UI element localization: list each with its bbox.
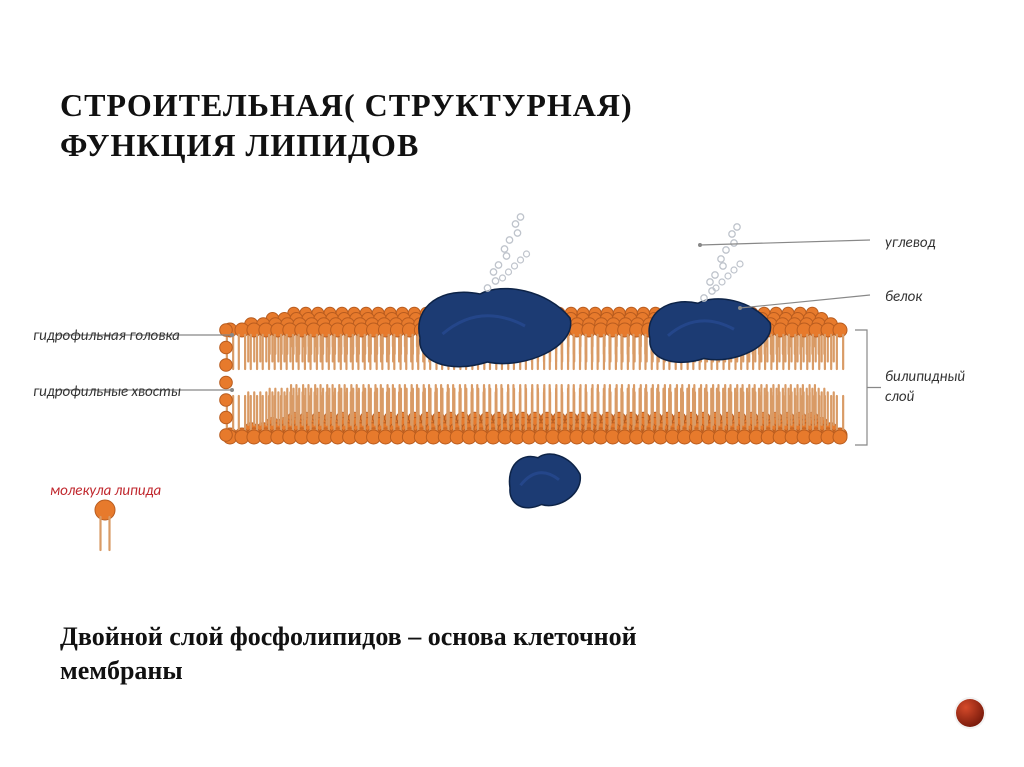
title-line-1: СТРОИТЕЛЬНАЯ( СТРУКТУРНАЯ) — [60, 87, 633, 123]
label-bilipid-2: слой — [885, 388, 914, 406]
decor-dot-icon — [956, 699, 984, 727]
label-hydrophilic-head: гидрофильная головка — [33, 327, 180, 345]
subtitle-line-1: Двойной слой фосфолипидов – основа клето… — [60, 622, 637, 651]
membrane-diagram: углевод белок билипидный слой гидрофильн… — [0, 200, 1024, 570]
subtitle: Двойной слой фосфолипидов – основа клето… — [60, 620, 637, 688]
label-protein: белок — [885, 288, 922, 306]
label-carbohydrate: углевод — [885, 234, 935, 252]
label-bilipid-1: билипидный — [885, 368, 965, 386]
label-lipid-molecule: молекула липида — [50, 482, 161, 500]
label-hydrophilic-tails: гидрофильные хвосты — [33, 383, 181, 401]
page-title: СТРОИТЕЛЬНАЯ( СТРУКТУРНАЯ) ФУНКЦИЯ ЛИПИД… — [60, 85, 633, 165]
subtitle-line-2: мембраны — [60, 656, 183, 685]
title-line-2: ФУНКЦИЯ ЛИПИДОВ — [60, 127, 419, 163]
